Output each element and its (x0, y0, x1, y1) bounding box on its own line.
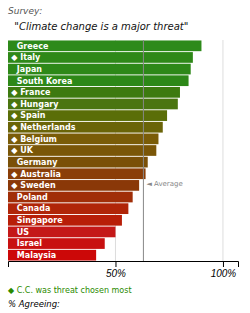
bar (8, 250, 96, 261)
bar (8, 145, 156, 156)
category-label: Japan (11, 65, 42, 74)
bars (8, 40, 201, 261)
category-label: Malaysia (11, 251, 56, 260)
title: Survey: (8, 6, 42, 16)
category-label: ◆ Sweden (11, 181, 56, 190)
x-axis: 50% 100% (9, 261, 239, 279)
category-label: Singapore (11, 216, 63, 225)
category-label: ◆ Italy (11, 53, 41, 62)
bar (8, 168, 146, 179)
bar (8, 122, 163, 133)
axis-domain (9, 262, 239, 268)
category-label: ◆ UK (11, 146, 33, 155)
category-label: ◆ Hungary (11, 100, 59, 109)
category-label: South Korea (11, 77, 72, 86)
bar (8, 203, 128, 214)
bar (8, 238, 105, 249)
category-label: ◆ Spain (11, 111, 46, 120)
x-axis-title: % Agreeing: (8, 299, 60, 309)
bar (8, 180, 139, 191)
tick-mark (115, 261, 116, 267)
bar (8, 87, 180, 98)
plot: Greece ◆ Italy Japan South Korea ◆ France ◆… (8, 40, 239, 279)
bar (8, 215, 122, 226)
bar (8, 192, 133, 203)
category-labels: Greece ◆ Italy Japan South Korea ◆ France ◆… (11, 42, 76, 260)
average-line (143, 40, 144, 261)
tick-label: 100% (211, 268, 237, 279)
bar (8, 227, 115, 238)
bar (8, 40, 201, 51)
tick-label: 50% (106, 268, 126, 279)
bar (8, 52, 193, 63)
bar (8, 134, 158, 145)
bar (8, 75, 189, 86)
tick-mark (223, 261, 224, 267)
legend-note: ◆ C.C. was threat chosen most (8, 286, 132, 295)
category-label: Greece (11, 42, 49, 51)
grid-line (222, 40, 223, 261)
category-label: ◆ Netherlands (11, 123, 76, 132)
subtitle: "Climate change is a major threat" (8, 21, 188, 32)
category-label: ◆ Australia (11, 170, 61, 179)
bar (8, 157, 148, 168)
category-label: Canada (11, 204, 50, 213)
chart: Survey: "Climate change is a major threa… (0, 0, 250, 313)
category-label: Poland (11, 193, 48, 202)
category-label: US (11, 228, 29, 237)
average-label: ◄ Average (146, 180, 182, 188)
bar (8, 64, 191, 75)
bar (8, 99, 178, 110)
category-label: ◆ France (11, 88, 51, 97)
category-label: Israel (11, 239, 42, 248)
tick: 100% (211, 261, 237, 279)
tick: 50% (106, 261, 126, 279)
category-label: Germany (11, 158, 58, 167)
category-label: ◆ Belgium (11, 135, 57, 144)
